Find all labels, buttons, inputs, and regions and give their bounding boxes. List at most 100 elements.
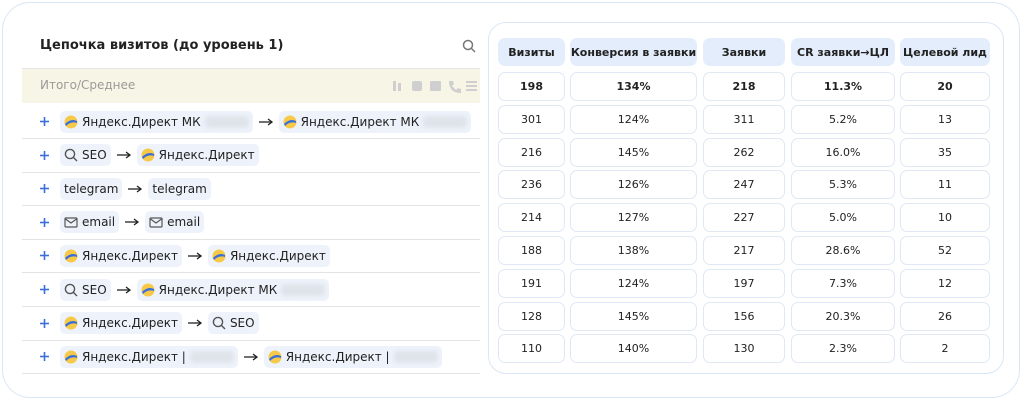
source-label: Яндекс.Директ МК — [300, 114, 420, 129]
data-cell: 217 — [703, 236, 785, 265]
expand-button[interactable] — [40, 184, 49, 194]
data-cell: 7.3% — [791, 268, 895, 298]
data-cell: 140% — [570, 334, 697, 364]
column-header: Целевой лид — [900, 38, 990, 66]
expand-button[interactable] — [40, 318, 49, 328]
toolbar-icons[interactable] — [393, 79, 479, 93]
data-cell: 236 — [498, 170, 565, 200]
total-cell: 20 — [900, 72, 990, 101]
chain-row: email email — [22, 206, 480, 240]
data-cell: 124% — [570, 268, 697, 298]
source-label: Яндекс.Директ — [82, 248, 178, 263]
source-label: Яндекс.Директ МК — [82, 114, 201, 129]
arrow — [258, 117, 273, 126]
chain-row: Яндекс.Директ SEO — [22, 307, 480, 341]
chain-row: SEO Яндекс.Директ МК — [22, 273, 480, 307]
source-label: SEO — [82, 148, 107, 163]
arrow — [125, 218, 140, 226]
expand-button[interactable] — [40, 117, 49, 126]
source-label: telegram — [152, 181, 207, 196]
yandex-icon — [64, 350, 78, 364]
expand-button[interactable] — [40, 352, 49, 362]
source-pill: email — [145, 211, 205, 234]
data-cell: 126% — [570, 170, 697, 200]
yandex-icon — [141, 148, 155, 162]
source-pill: Яндекс.Директ МК — [60, 110, 253, 133]
data-cell: 262 — [703, 137, 785, 167]
column-header: Визиты — [498, 38, 565, 66]
data-cell: 188 — [498, 236, 565, 265]
yandex-icon — [268, 350, 282, 364]
data-cell: 130 — [703, 334, 785, 364]
data-cell: 5.0% — [791, 203, 895, 233]
data-cell: 247 — [703, 170, 785, 200]
source-pill: Яндекс.Директ МК — [136, 278, 330, 301]
search-icon — [64, 148, 78, 162]
source-label: email — [167, 215, 201, 230]
expand-button[interactable] — [40, 217, 49, 227]
source-pill: Яндекс.Директ — [136, 144, 259, 167]
data-cell: 5.3% — [791, 170, 895, 200]
source-label: SEO — [82, 282, 107, 297]
source-pill: Яндекс.Директ — [60, 312, 182, 335]
source-pill: email — [60, 211, 120, 234]
source-pill: Яндекс.Директ | — [263, 345, 442, 368]
expand-button[interactable] — [40, 150, 49, 160]
data-cell: 127% — [570, 203, 697, 233]
source-pill: SEO — [60, 278, 111, 301]
source-label: Яндекс.Директ | — [285, 349, 390, 364]
chain-row: telegram telegram — [22, 172, 480, 207]
summary-label: Итого/Среднее — [40, 78, 136, 92]
source-pill: telegram — [148, 177, 211, 200]
data-cell: 145% — [570, 137, 697, 167]
yandex-icon — [283, 115, 297, 128]
chain-row: SEO Яндекс.Директ — [22, 139, 480, 173]
data-cell: 191 — [498, 268, 565, 298]
data-cell: 28.6% — [791, 236, 895, 265]
mail-icon — [64, 217, 78, 228]
source-pill: SEO — [207, 312, 259, 335]
search-icon — [212, 316, 226, 330]
arrow — [128, 185, 143, 193]
redacted — [281, 283, 326, 296]
panel-title: Цепочка визитов (до уровень 1) — [40, 38, 284, 53]
source-pill: Яндекс.Директ — [60, 244, 182, 267]
yandex-icon — [141, 283, 155, 296]
chain-row: Яндекс.Директ МК Яндекс.Директ МК — [22, 105, 480, 139]
data-cell: 2 — [900, 334, 990, 364]
data-cell: 227 — [703, 203, 785, 233]
arrow — [116, 151, 131, 159]
arrow — [243, 353, 258, 361]
data-cell: 156 — [703, 301, 785, 331]
data-cell: 145% — [570, 301, 697, 331]
redacted — [393, 350, 438, 363]
data-cell: 20.3% — [791, 301, 895, 331]
data-cell: 10 — [900, 203, 990, 233]
expand-button[interactable] — [40, 285, 49, 294]
data-cell: 16.0% — [791, 137, 895, 167]
expand-button[interactable] — [40, 251, 49, 261]
yandex-icon — [64, 115, 78, 128]
source-label: Яндекс.Директ — [229, 248, 326, 263]
mail-icon — [149, 217, 163, 228]
search-button[interactable] — [462, 39, 476, 53]
column-header: CR заявки→ЦЛ — [791, 38, 895, 66]
column-header: Конверсия в заявки — [570, 38, 697, 66]
redacted — [204, 115, 249, 128]
column-header: Заявки — [703, 38, 785, 66]
data-cell: 52 — [900, 236, 990, 265]
data-cell: 12 — [900, 268, 990, 298]
data-cell: 124% — [570, 104, 697, 134]
arrow — [187, 319, 202, 327]
source-label: email — [82, 215, 116, 230]
data-cell: 26 — [900, 301, 990, 331]
metrics-panel — [488, 22, 1004, 374]
data-cell: 311 — [703, 104, 785, 134]
source-label: Яндекс.Директ — [82, 316, 178, 331]
source-pill: Яндекс.Директ — [207, 244, 330, 267]
data-cell: 35 — [900, 137, 990, 167]
redacted — [189, 350, 234, 363]
source-label: Яндекс.Директ | — [82, 349, 186, 364]
data-cell: 197 — [703, 268, 785, 298]
